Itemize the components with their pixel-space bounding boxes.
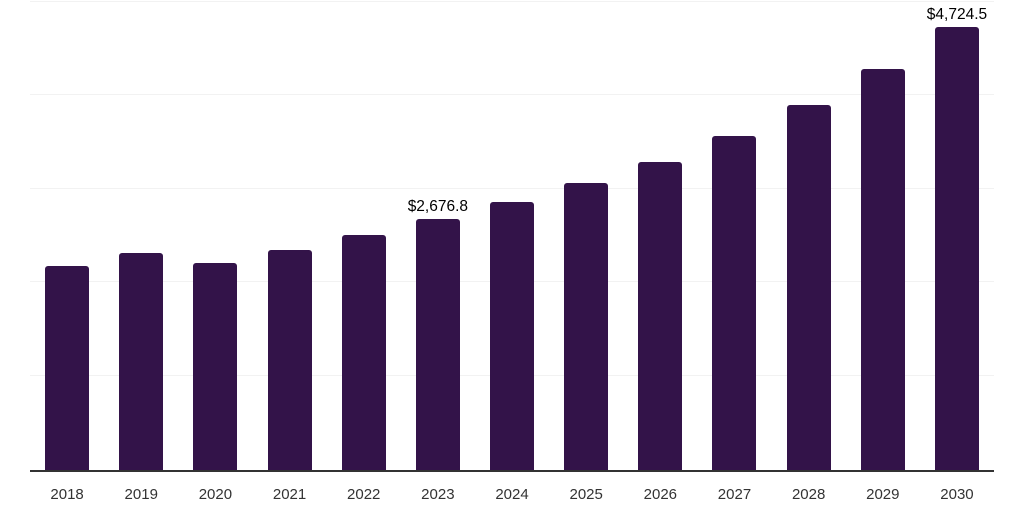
bar-slot (30, 1, 104, 470)
x-tick-label: 2020 (198, 486, 233, 503)
bar-2030 (934, 26, 979, 470)
bar-2027 (712, 136, 757, 470)
data-label: $4,724.5 (926, 5, 988, 23)
x-tick-label: 2030 (940, 486, 974, 503)
gridline (30, 93, 994, 95)
bar-slot: $2,676.8 (401, 1, 475, 470)
x-tick-label: 2019 (124, 486, 158, 503)
bar-slot (697, 1, 771, 470)
x-tick-label: 2028 (791, 486, 826, 503)
bar-2026 (638, 162, 683, 470)
gridline (30, 187, 994, 189)
x-tick-label: 2029 (866, 486, 900, 503)
bar-2029 (860, 69, 905, 470)
bar-2025 (564, 183, 609, 470)
x-tick-label: 2018 (50, 486, 84, 503)
x-tick-label: 2027 (717, 486, 752, 503)
bar-2018 (45, 265, 90, 470)
x-tick-label: 2022 (347, 486, 381, 503)
bar-slot (549, 1, 623, 470)
bar-2023 (415, 218, 460, 470)
x-tick-label: 2025 (569, 486, 603, 503)
x-tick-label: 2024 (495, 486, 529, 503)
gridline (30, 1, 994, 2)
bar-slot (178, 1, 252, 470)
bar-slot: $4,724.5 (920, 1, 994, 470)
bar-slot (252, 1, 326, 470)
x-tick-label: 2021 (272, 486, 307, 503)
bars-container: $2,676.8 $4,724.5 (30, 1, 994, 470)
bar-chart: $2,676.8 $4,724.5 2018 2019 2020 2021 2022 202… (30, 1, 994, 503)
bar-slot (104, 1, 178, 470)
x-axis-labels: 2018 2019 2020 2021 2022 2023 2024 2025 2026 2027… (30, 486, 994, 503)
bar-slot (327, 1, 401, 470)
bar-slot (475, 1, 549, 470)
bar-2028 (786, 105, 831, 470)
bar-2024 (490, 202, 535, 470)
plot-area: $2,676.8 $4,724.5 (30, 1, 994, 472)
bar-slot (772, 1, 846, 470)
bar-slot (623, 1, 697, 470)
bar-2019 (119, 253, 164, 470)
bar-2021 (267, 249, 312, 470)
bar-slot (846, 1, 920, 470)
data-label: $2,676.8 (407, 197, 469, 215)
x-tick-label: 2026 (643, 486, 678, 503)
bar-2022 (341, 234, 386, 470)
x-tick-label: 2023 (421, 486, 455, 503)
bar-2020 (193, 262, 238, 470)
